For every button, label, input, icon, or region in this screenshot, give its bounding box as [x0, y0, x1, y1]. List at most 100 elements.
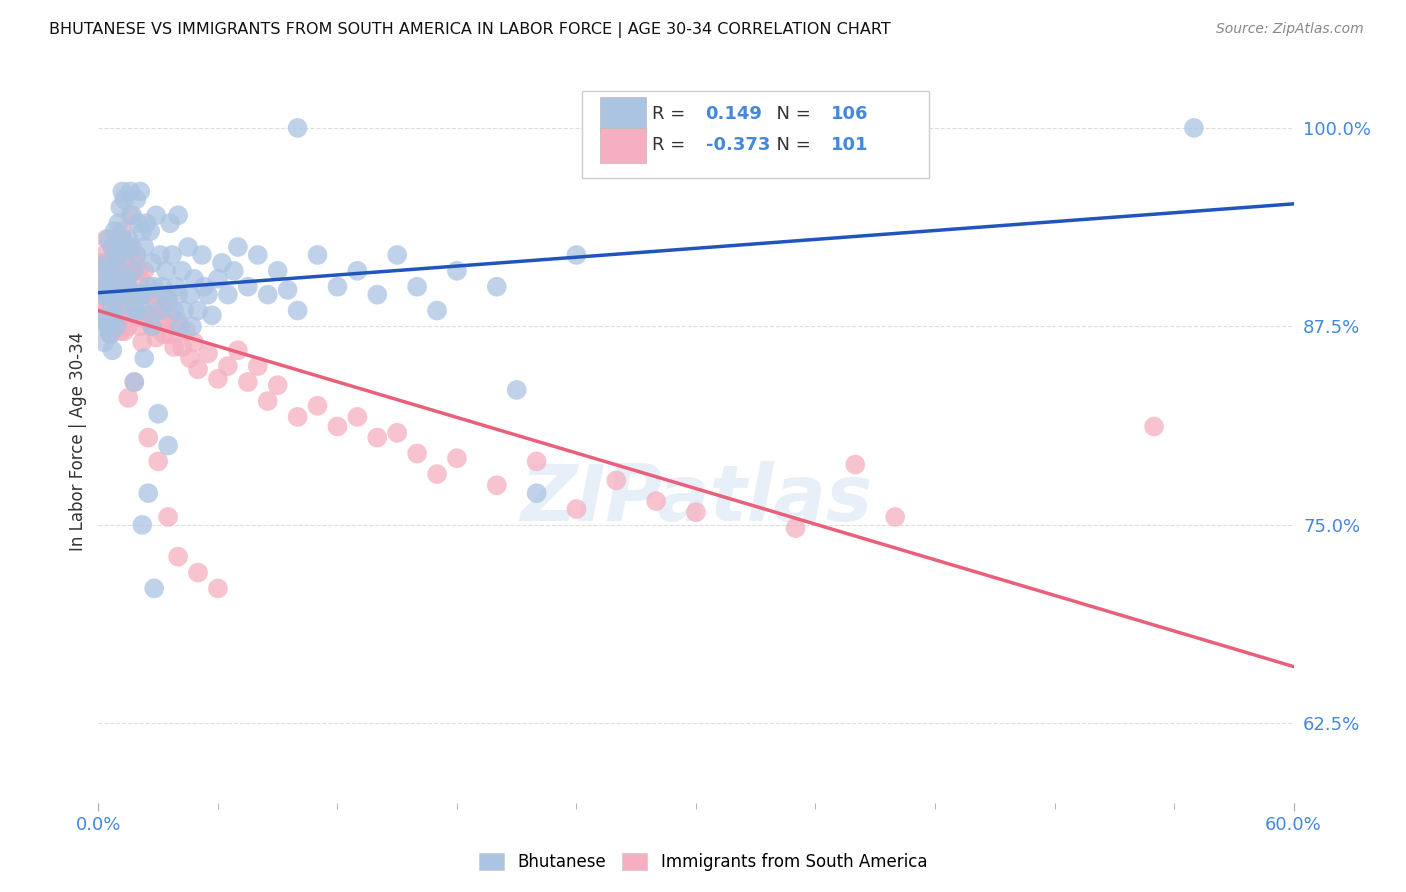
Point	[160, 248, 183, 262]
Point	[174, 324, 197, 338]
Point	[785, 521, 807, 535]
Point	[134, 264, 156, 278]
Point	[105, 248, 128, 262]
Point	[107, 319, 129, 334]
Point	[127, 287, 149, 301]
Point	[167, 549, 190, 564]
Point	[111, 232, 134, 246]
Point	[125, 303, 148, 318]
Point	[97, 287, 120, 301]
Point	[107, 287, 129, 301]
Text: R =: R =	[652, 105, 690, 123]
Point	[446, 264, 468, 278]
Point	[197, 287, 219, 301]
Point	[385, 425, 409, 440]
Point	[105, 319, 128, 334]
Point	[159, 327, 181, 342]
Point	[446, 451, 468, 466]
Point	[107, 299, 129, 313]
Point	[226, 240, 249, 254]
Point	[153, 327, 176, 342]
Point	[139, 287, 162, 301]
Text: -0.373: -0.373	[706, 136, 770, 154]
Point	[125, 287, 148, 301]
Point	[167, 208, 190, 222]
Point	[485, 478, 508, 492]
Point	[187, 362, 209, 376]
Point	[96, 287, 118, 301]
Point	[134, 351, 156, 366]
Point	[131, 287, 153, 301]
Point	[101, 279, 124, 293]
Point	[110, 324, 132, 338]
Point	[155, 264, 177, 278]
Point	[149, 248, 172, 262]
Point	[91, 272, 114, 286]
Point	[157, 293, 180, 307]
Point	[565, 248, 588, 262]
Text: N =: N =	[765, 105, 817, 123]
Point	[110, 248, 132, 262]
Point	[91, 295, 114, 310]
Point	[135, 216, 157, 230]
Point	[179, 351, 201, 366]
FancyBboxPatch shape	[600, 128, 645, 162]
Point	[181, 319, 204, 334]
Point	[98, 295, 122, 310]
Point	[645, 494, 668, 508]
Text: 106: 106	[831, 105, 869, 123]
Text: BHUTANESE VS IMMIGRANTS FROM SOUTH AMERICA IN LABOR FORCE | AGE 30-34 CORRELATIO: BHUTANESE VS IMMIGRANTS FROM SOUTH AMERI…	[49, 22, 891, 38]
Point	[120, 208, 142, 222]
Point	[267, 378, 290, 392]
Point	[124, 375, 146, 389]
Point	[207, 582, 229, 596]
Point	[136, 431, 159, 445]
FancyBboxPatch shape	[582, 91, 929, 178]
Point	[105, 287, 128, 301]
Point	[110, 256, 132, 270]
Point	[169, 319, 191, 334]
Text: R =: R =	[652, 136, 690, 154]
Point	[101, 240, 124, 254]
Point	[134, 311, 156, 326]
Point	[167, 287, 190, 301]
Point	[506, 383, 529, 397]
Point	[112, 287, 135, 301]
Point	[191, 248, 214, 262]
Point	[120, 240, 142, 254]
Text: 0.149: 0.149	[706, 105, 762, 123]
Point	[103, 308, 125, 322]
Point	[163, 303, 186, 318]
Point	[97, 232, 120, 246]
Point	[785, 120, 807, 135]
Point	[125, 248, 148, 262]
Point	[307, 248, 329, 262]
Point	[101, 311, 124, 326]
Text: 101: 101	[831, 136, 869, 154]
Point	[155, 315, 177, 329]
Point	[201, 308, 224, 322]
Point	[246, 248, 269, 262]
Point	[124, 303, 146, 318]
Point	[89, 287, 111, 301]
Point	[117, 232, 139, 246]
Point	[98, 295, 122, 310]
Point	[884, 510, 907, 524]
Point	[150, 279, 173, 293]
Point	[110, 200, 132, 214]
Point	[207, 272, 229, 286]
Point	[125, 248, 148, 262]
Point	[124, 264, 146, 278]
Text: N =: N =	[765, 136, 817, 154]
Point	[127, 264, 149, 278]
Point	[159, 216, 181, 230]
Point	[605, 474, 627, 488]
Point	[1182, 120, 1205, 135]
Point	[111, 308, 134, 322]
Point	[565, 502, 588, 516]
Point	[124, 256, 146, 270]
Point	[385, 248, 409, 262]
Point	[406, 279, 429, 293]
Point	[193, 279, 215, 293]
Point	[326, 419, 349, 434]
